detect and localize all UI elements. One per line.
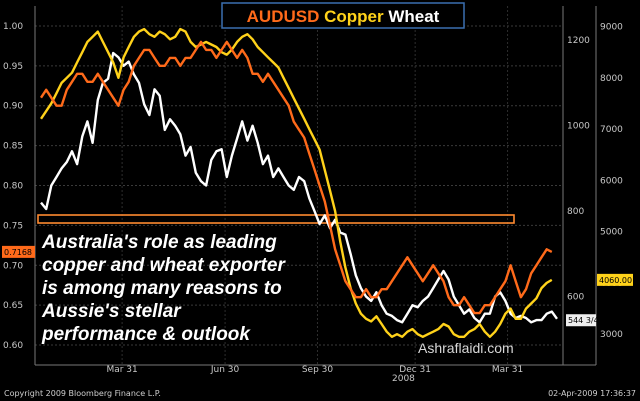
copper-tick-2: 7000: [600, 125, 623, 135]
copper-tick-0: 9000: [600, 23, 623, 33]
series-audusd: [39, 40, 553, 315]
title-part-0: AUDUSD: [247, 7, 320, 26]
left-tick-3: 0.85: [3, 142, 23, 152]
x-tick-4: Mar 31: [492, 365, 523, 375]
x-tick-0: Mar 31: [106, 365, 137, 375]
annotation-line-1: copper and wheat exporter: [42, 255, 286, 276]
copper-tick-6: 3000: [600, 330, 623, 340]
x-tick-2: Sep 30: [302, 365, 334, 375]
last-value-bg-1: [597, 273, 633, 286]
reference-band: [37, 214, 515, 224]
copper-tick-3: 6000: [600, 176, 623, 186]
title-part-2: Wheat: [384, 7, 440, 26]
left-tick-2: 0.90: [3, 102, 23, 112]
wheat-tick-1: 1000: [567, 122, 590, 132]
left-tick-4: 0.80: [3, 182, 23, 192]
left-tick-0: 1.00: [3, 22, 23, 32]
wheat-tick-0: 1200: [567, 36, 590, 46]
left-axis-ticks: 1.00 0.95 0.90 0.85 0.80 0.75 0.70 0.65 0.60: [3, 22, 23, 351]
watermark: Ashraflaidi.com: [418, 340, 514, 356]
x-sub-label: 2008: [392, 374, 415, 384]
last-value-1: 4060.00: [599, 276, 632, 285]
grid: [35, 6, 563, 365]
series-wheat: [40, 51, 558, 324]
copper-tick-1: 8000: [600, 74, 623, 84]
x-axis-ticks: Mar 31 Jun 30 Sep 30 Dec 31 Mar 31: [106, 365, 523, 375]
annotation-line-0: Australia's role as leading: [41, 232, 277, 253]
left-tick-1: 0.95: [3, 62, 23, 72]
last-value-bg-0: [2, 245, 35, 258]
axes: [34, 6, 597, 366]
wheat-axis-ticks: 1200 1000 800 600: [567, 36, 590, 302]
footer-copyright: Copyright 2009 Bloomberg Finance L.P.: [4, 389, 161, 398]
title-part-1: Copper: [319, 7, 384, 26]
series-copper: [40, 27, 553, 338]
title-box: [221, 2, 465, 29]
reference-band-rect: [37, 214, 515, 224]
copper-tick-4: 5000: [600, 228, 623, 238]
left-tick-6: 0.70: [3, 261, 23, 271]
left-tick-8: 0.60: [3, 341, 23, 351]
last-value-labels: 0.7168 4060.00 544 3/4: [2, 245, 633, 327]
left-tick-5: 0.75: [3, 221, 23, 231]
footer-timestamp: 02-Apr-2009 17:36:37: [548, 389, 636, 398]
series-lines: [39, 27, 558, 338]
chart-title: AUDUSD Copper Wheat: [221, 2, 465, 29]
x-tick-1: Jun 30: [210, 365, 240, 375]
wheat-tick-2: 800: [567, 207, 584, 217]
x-tick-3: Dec 31: [399, 365, 431, 375]
annotation-line-2: is among many reasons to: [42, 278, 282, 299]
title-text: AUDUSD Copper Wheat: [247, 7, 440, 26]
annotation-line-4: performance & outlook: [41, 324, 251, 345]
last-value-bg-2: [566, 314, 596, 327]
last-value-2: 544 3/4: [568, 316, 599, 325]
annotation-line-3: Aussie's stellar: [41, 301, 182, 322]
last-value-0: 0.7168: [4, 248, 32, 257]
left-tick-7: 0.65: [3, 301, 23, 311]
wheat-tick-3: 600: [567, 293, 584, 303]
